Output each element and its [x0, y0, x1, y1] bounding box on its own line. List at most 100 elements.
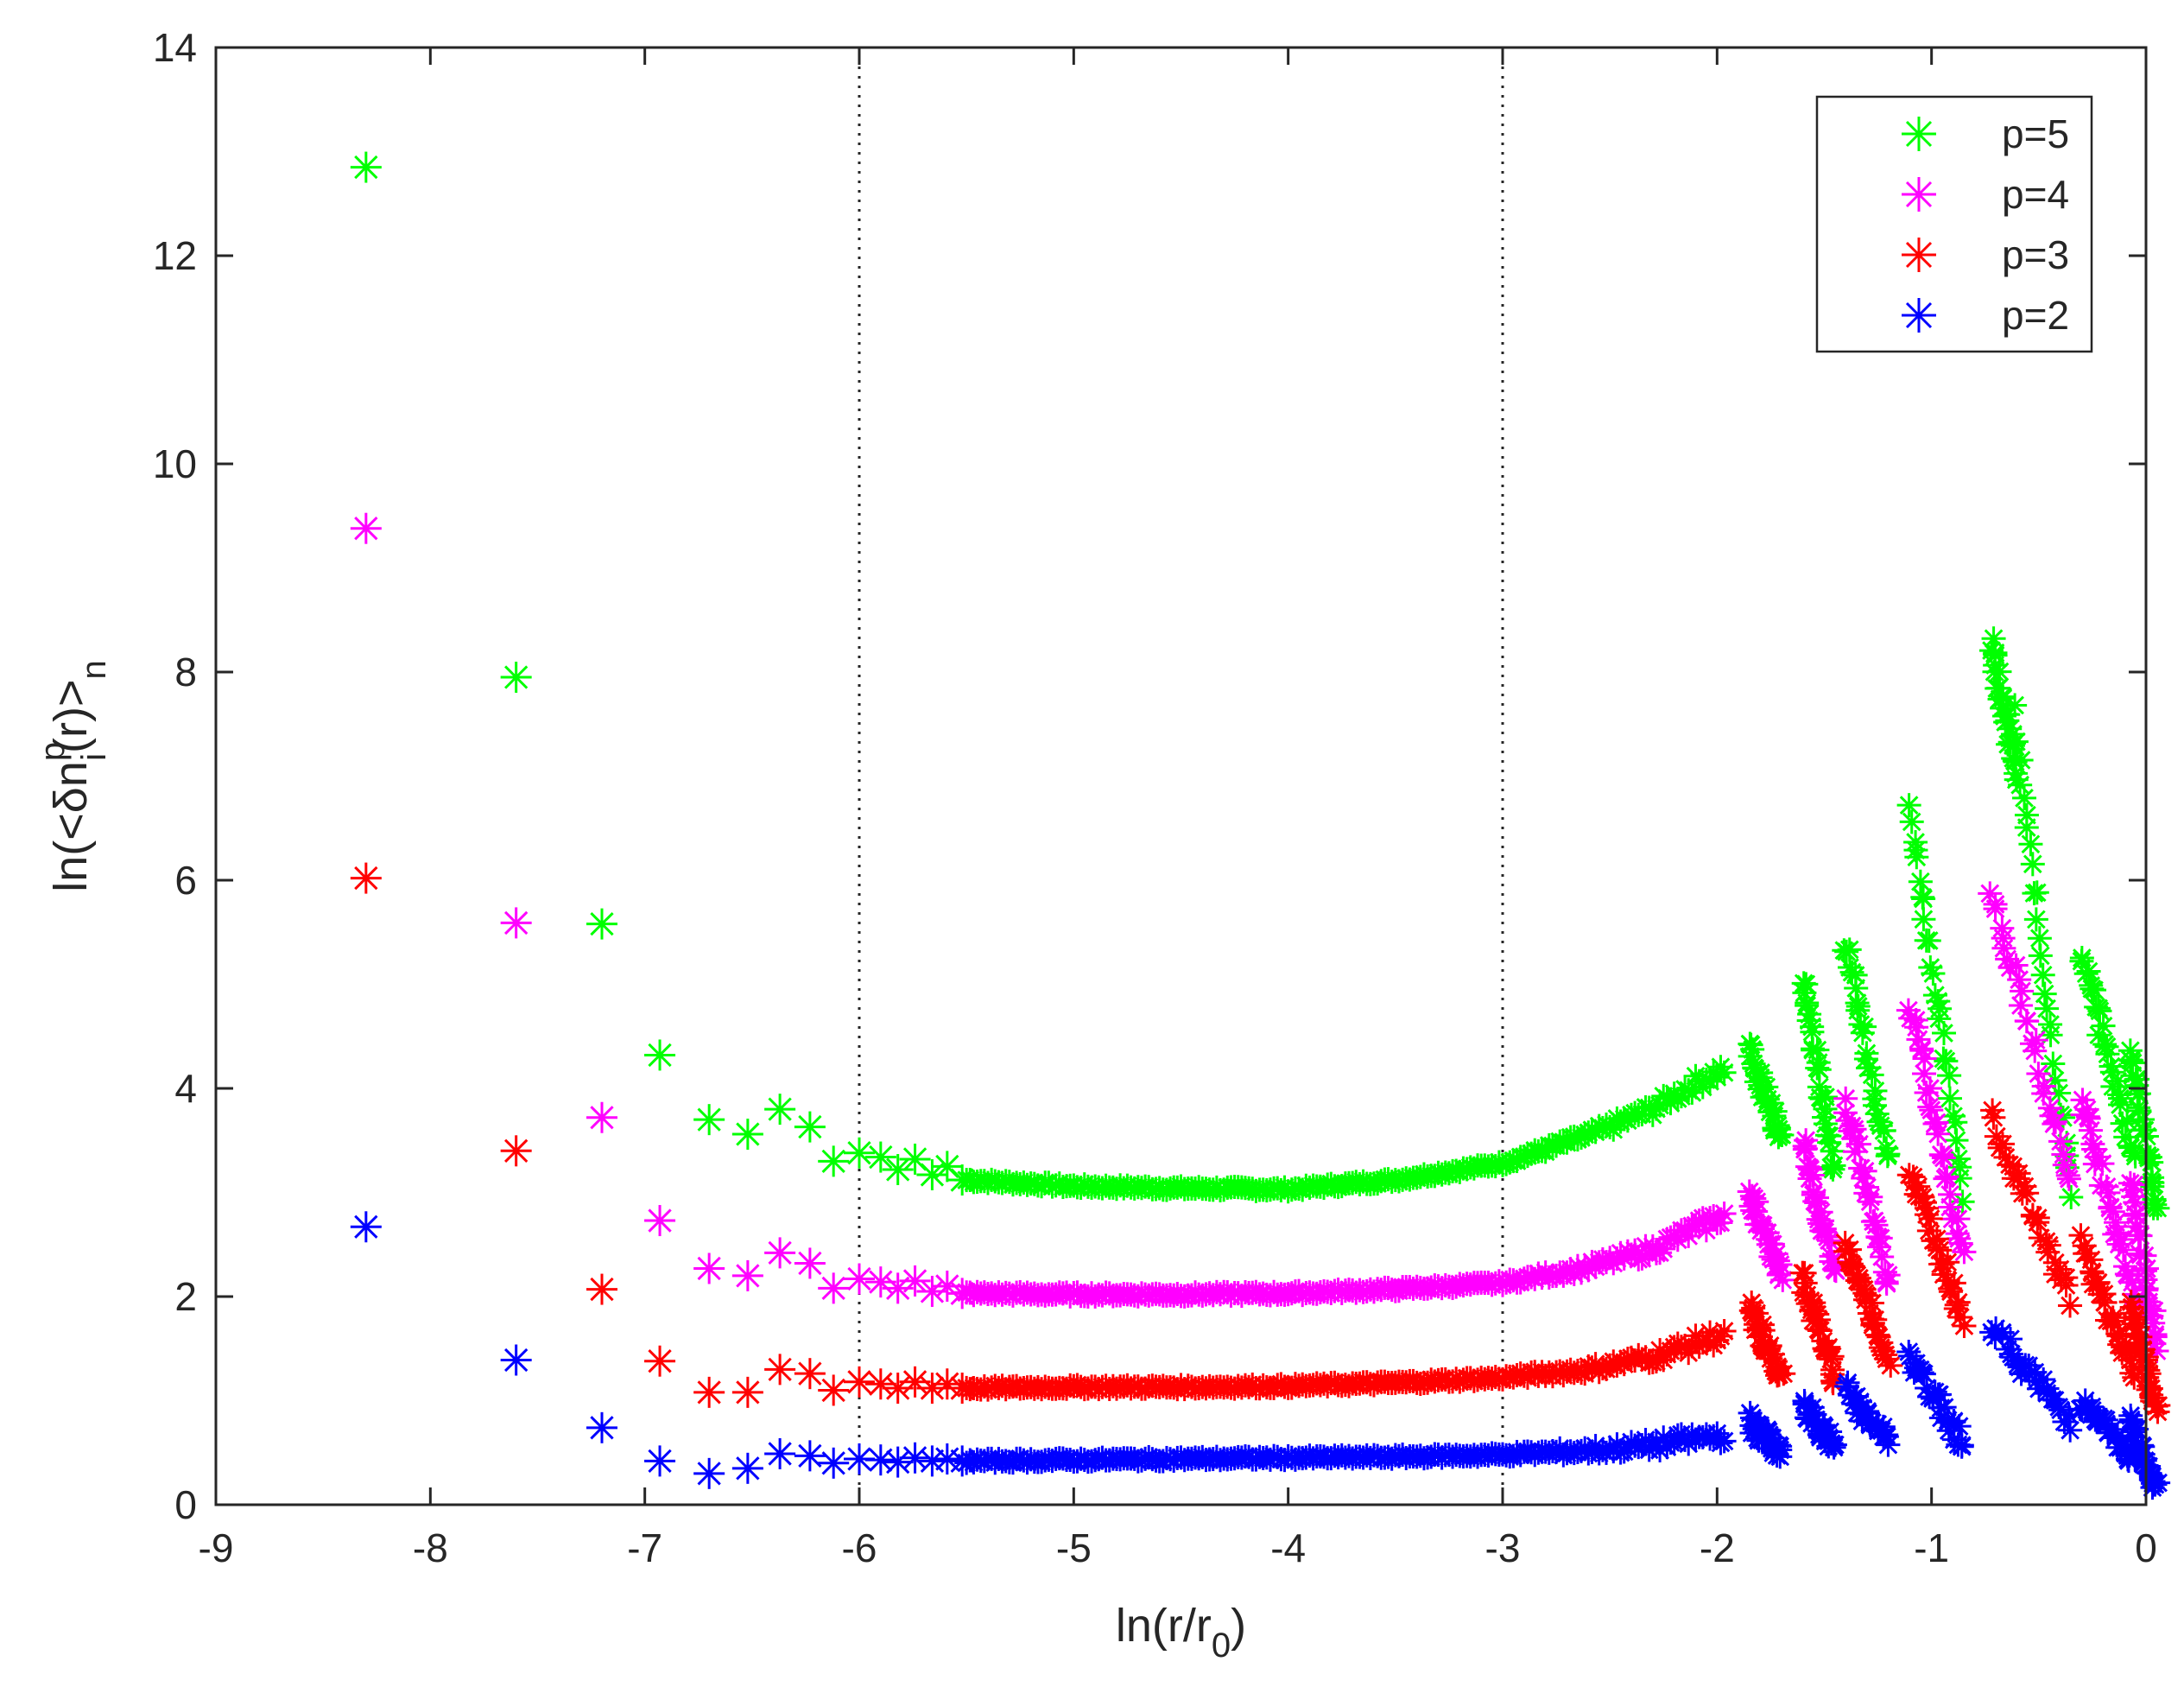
data-point — [1874, 1271, 1899, 1296]
y-axis-label-superscript: p — [34, 742, 72, 761]
data-point — [500, 662, 532, 694]
data-point — [2028, 943, 2053, 968]
x-tick-label: -6 — [842, 1525, 877, 1570]
data-point — [731, 1376, 763, 1408]
data-point — [2023, 1038, 2048, 1063]
x-tick-label: -5 — [1056, 1525, 1092, 1570]
legend-label: p=2 — [2002, 293, 2069, 338]
data-point — [916, 1159, 948, 1191]
legend-marker — [1902, 177, 1936, 212]
y-axis-label-main: ln(<δn — [45, 761, 97, 892]
data-point — [2041, 1051, 2066, 1076]
data-point — [844, 1263, 875, 1295]
data-point — [1932, 1021, 1957, 1046]
data-point — [1935, 1250, 1960, 1275]
data-point — [586, 1101, 617, 1133]
x-axis-label-close: ) — [1231, 1600, 1246, 1652]
y-tick-label: 2 — [174, 1274, 197, 1319]
data-point — [2004, 953, 2029, 978]
data-point — [818, 1272, 850, 1304]
data-point — [1987, 659, 2012, 684]
axes — [214, 46, 2148, 1506]
data-point — [2100, 1199, 2125, 1224]
legend-label: p=5 — [2002, 111, 2069, 156]
data-point — [2015, 1181, 2040, 1206]
data-point — [644, 1205, 676, 1237]
x-axis-label-main: ln(r/r — [1116, 1600, 1212, 1652]
data-point — [2003, 693, 2028, 718]
data-point — [764, 1437, 796, 1469]
data-point — [1858, 1189, 1883, 1214]
data-point — [644, 1445, 676, 1477]
y-tick-label: 6 — [174, 858, 197, 903]
data-point — [1793, 1136, 1818, 1161]
data-point — [731, 1259, 763, 1291]
data-point — [2076, 959, 2101, 984]
data-point — [764, 1094, 796, 1126]
data-point — [1770, 1267, 1795, 1292]
data-point — [731, 1452, 763, 1484]
x-tick-label: 0 — [2135, 1525, 2157, 1570]
data-point — [586, 908, 617, 940]
legend-label: p=4 — [2002, 172, 2069, 217]
x-tick-label: -9 — [199, 1525, 234, 1570]
data-point — [1837, 937, 1862, 962]
data-point — [2082, 978, 2107, 1003]
data-point — [1852, 1158, 1877, 1183]
data-point — [1908, 869, 1933, 894]
data-point — [1771, 1361, 1796, 1386]
y-tick-label: 4 — [174, 1066, 197, 1111]
data-point — [1946, 1290, 1971, 1315]
data-point — [1820, 1157, 1845, 1182]
data-point — [1941, 1271, 1966, 1296]
series-p=2 — [350, 1211, 2171, 1500]
legend-marker — [1902, 117, 1936, 151]
data-point — [1904, 845, 1929, 870]
data-point — [1494, 1151, 1519, 1176]
data-point — [1712, 1429, 1737, 1454]
data-point — [1805, 1056, 1830, 1081]
data-point — [1911, 907, 1936, 932]
data-point — [2009, 747, 2034, 772]
y-axis-label: ln(<δnp i(r)>n — [34, 660, 113, 892]
data-point — [2058, 1417, 2083, 1443]
data-point — [693, 1457, 725, 1489]
data-point — [2030, 962, 2055, 987]
data-point — [1911, 886, 1936, 911]
data-point — [1926, 1121, 1951, 1146]
data-point — [1983, 891, 2008, 916]
data-point — [1768, 1444, 1793, 1469]
data-point — [1952, 1314, 1977, 1339]
x-tick-label: -3 — [1485, 1525, 1521, 1570]
data-point — [2043, 1109, 2068, 1134]
data-point — [1937, 1063, 1962, 1088]
data-point — [2058, 1293, 2083, 1318]
data-point — [2146, 1392, 2171, 1417]
data-point — [864, 1141, 896, 1173]
data-point — [2024, 880, 2049, 905]
data-point — [794, 1111, 826, 1143]
data-point — [882, 1153, 914, 1185]
data-point — [1944, 1128, 1969, 1153]
data-point — [2035, 996, 2060, 1021]
data-point — [350, 151, 382, 183]
data-point — [2146, 1470, 2171, 1495]
data-point — [2056, 1166, 2081, 1191]
data-point — [1921, 961, 1946, 986]
data-point — [844, 1137, 875, 1169]
data-point — [2008, 993, 2033, 1018]
legend: p=5 p=4 p=3 p=2 — [1815, 95, 2093, 353]
legend-box — [1815, 95, 2093, 353]
data-point — [1870, 1245, 1895, 1270]
data-point — [2020, 852, 2045, 877]
y-tick-label: 12 — [153, 233, 197, 278]
plot-area-frame — [214, 46, 2148, 1506]
series-p=3 — [350, 862, 2171, 1424]
x-axis-label-subscript: 0 — [1212, 1627, 1231, 1665]
data-point — [2018, 832, 2043, 857]
data-point — [1904, 1015, 1929, 1040]
data-point — [500, 907, 532, 939]
x-axis-label: ln(r/r0) — [1116, 1600, 1246, 1665]
data-point — [818, 1374, 850, 1406]
x-tick-label: -4 — [1270, 1525, 1306, 1570]
